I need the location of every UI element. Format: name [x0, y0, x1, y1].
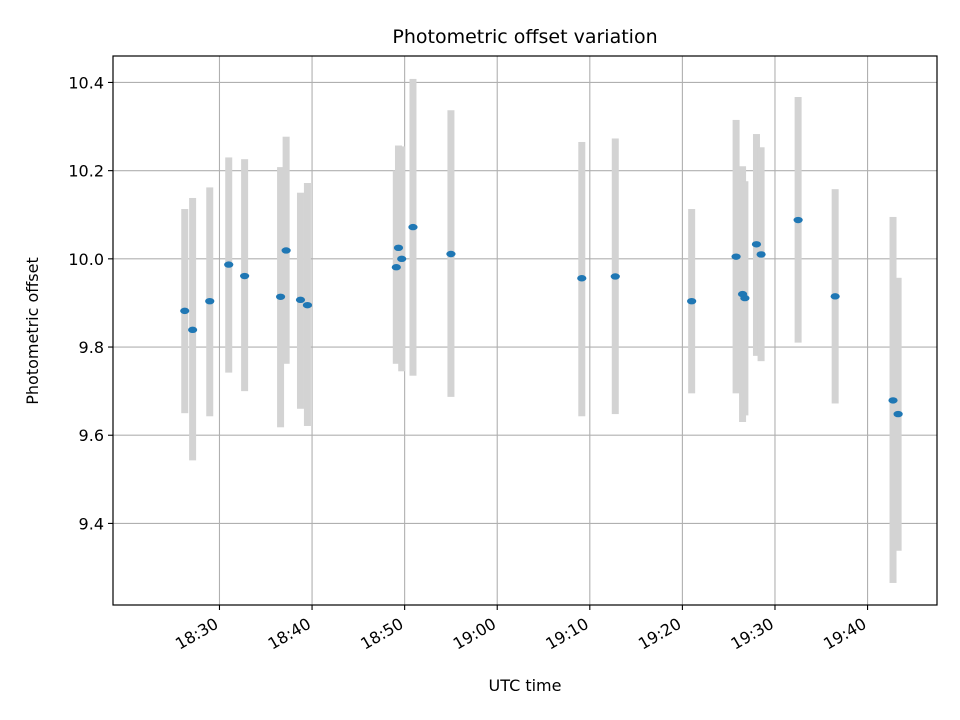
- y-tick-label: 10.0: [68, 250, 104, 269]
- data-point: [610, 273, 620, 280]
- chart-title: Photometric offset variation: [392, 26, 657, 48]
- data-point: [205, 297, 215, 305]
- y-tick-label: 9.4: [79, 514, 104, 533]
- data-point: [240, 272, 250, 280]
- y-tick-label: 10.2: [68, 162, 104, 181]
- y-axis-ticks: 9.4 9.6 9.8 10.0 10.2 10.4: [68, 73, 113, 533]
- data-point: [446, 250, 456, 258]
- data-point: [397, 255, 407, 263]
- y-tick-label: 9.6: [79, 426, 104, 445]
- data-point: [180, 307, 190, 315]
- data-point: [408, 223, 418, 231]
- data-point: [188, 326, 198, 334]
- data-point: [888, 397, 898, 404]
- data-points: [180, 216, 903, 418]
- data-point: [756, 251, 766, 258]
- data-point: [893, 410, 903, 418]
- data-point: [295, 296, 306, 304]
- data-point: [830, 293, 840, 300]
- data-point: [302, 301, 313, 309]
- data-point: [577, 275, 587, 282]
- data-point: [275, 293, 286, 300]
- y-tick-label: 10.4: [68, 73, 104, 92]
- data-point: [740, 294, 750, 302]
- x-axis-label: UTC time: [489, 676, 562, 695]
- y-axis-label: Photometric offset: [23, 257, 42, 405]
- data-point: [224, 261, 234, 268]
- y-tick-label: 9.8: [79, 338, 104, 357]
- data-point: [281, 247, 291, 254]
- plot-frame: [112, 55, 938, 606]
- data-point: [393, 244, 404, 252]
- data-point: [731, 253, 741, 260]
- data-point: [751, 241, 762, 248]
- data-point: [793, 216, 803, 224]
- data-point: [391, 264, 401, 271]
- data-point: [687, 297, 697, 305]
